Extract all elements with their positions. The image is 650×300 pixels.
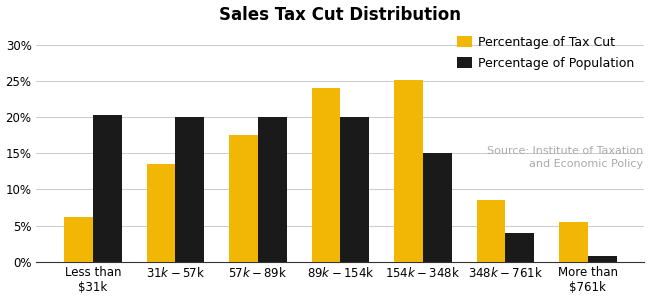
Bar: [64, 217, 93, 262]
Bar: [476, 200, 506, 262]
Bar: [588, 256, 617, 262]
Bar: [506, 233, 534, 262]
Bar: [341, 117, 369, 262]
Title: Sales Tax Cut Distribution: Sales Tax Cut Distribution: [220, 6, 462, 24]
Bar: [176, 117, 204, 262]
Bar: [311, 88, 341, 262]
Bar: [423, 153, 452, 262]
Bar: [93, 115, 122, 262]
Bar: [394, 80, 423, 262]
Bar: [229, 135, 258, 262]
Bar: [146, 164, 176, 262]
Text: Source: Institute of Taxation
and Economic Policy: Source: Institute of Taxation and Econom…: [487, 146, 644, 169]
Bar: [258, 117, 287, 262]
Legend: Percentage of Tax Cut, Percentage of Population: Percentage of Tax Cut, Percentage of Pop…: [453, 32, 638, 73]
Bar: [559, 222, 588, 262]
